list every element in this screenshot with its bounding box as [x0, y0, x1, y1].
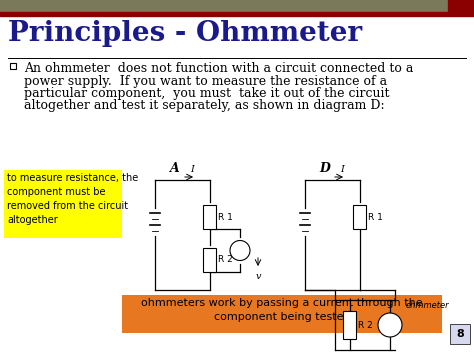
- Bar: [450, 324, 470, 344]
- Bar: [0, 12, 474, 16]
- Text: I: I: [190, 165, 194, 174]
- Text: D: D: [319, 162, 330, 175]
- Text: 8: 8: [456, 329, 464, 339]
- Bar: [344, 311, 356, 339]
- Bar: [10, 63, 16, 69]
- Text: A: A: [170, 162, 180, 175]
- Text: altogether and test it separately, as shown in diagram D:: altogether and test it separately, as sh…: [24, 99, 384, 113]
- Circle shape: [230, 240, 250, 261]
- Bar: [448, 0, 474, 12]
- Text: v: v: [255, 272, 261, 281]
- Circle shape: [378, 313, 402, 337]
- Text: to measure resistance, the
component must be
removed from the circuit
altogether: to measure resistance, the component mus…: [7, 173, 138, 225]
- Text: ohmmeter: ohmmeter: [406, 300, 450, 310]
- Text: Principles - Ohmmeter: Principles - Ohmmeter: [8, 20, 362, 47]
- Bar: [203, 248, 217, 272]
- Text: power supply.  If you want to measure the resistance of a: power supply. If you want to measure the…: [24, 75, 387, 87]
- Text: R 2: R 2: [358, 321, 373, 329]
- Bar: [354, 205, 366, 229]
- Text: particular component,  you must  take it out of the circuit: particular component, you must take it o…: [24, 87, 390, 100]
- Text: R 1: R 1: [218, 213, 233, 222]
- Text: I: I: [340, 165, 344, 174]
- Text: R 2: R 2: [218, 256, 233, 264]
- Bar: [0, 0, 448, 12]
- Bar: [4, 170, 122, 238]
- Text: V: V: [237, 246, 243, 256]
- Text: ohmmeters work by passing a current through the
component being tested: ohmmeters work by passing a current thro…: [141, 298, 423, 322]
- Text: Ω: Ω: [386, 320, 394, 330]
- Bar: [203, 205, 217, 229]
- Text: An ohmmeter  does not function with a circuit connected to a: An ohmmeter does not function with a cir…: [24, 62, 413, 75]
- Bar: [122, 295, 442, 333]
- Text: R 1: R 1: [368, 213, 383, 222]
